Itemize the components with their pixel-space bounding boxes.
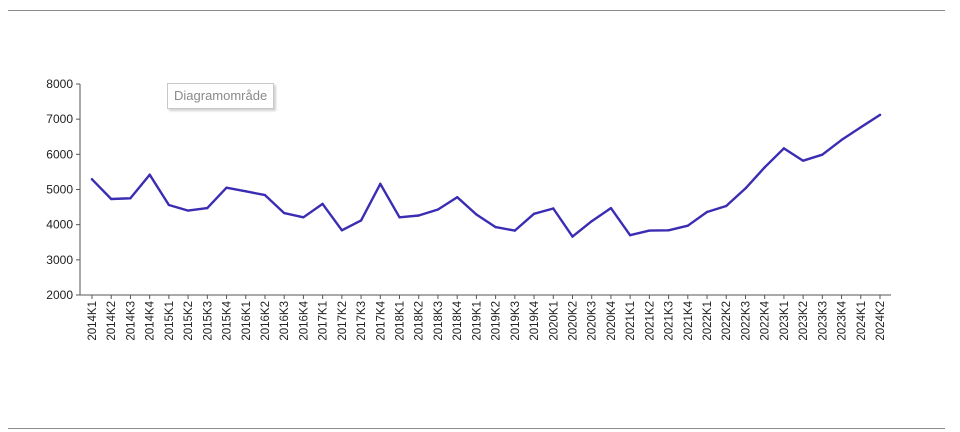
data-point [840, 138, 843, 142]
x-tick-label: 2017K1 [318, 301, 330, 341]
data-point [609, 206, 613, 210]
data-point [552, 207, 555, 210]
data-point [513, 229, 517, 232]
x-tick-label: 2022K2 [721, 301, 733, 341]
data-point [686, 224, 690, 227]
data-point [417, 214, 420, 217]
data-point [244, 190, 247, 193]
x-tick-label: 2016K4 [298, 300, 310, 340]
data-point [590, 219, 593, 223]
x-tick-label: 2023K1 [779, 301, 791, 341]
data-point [801, 159, 805, 162]
data-point [763, 166, 766, 169]
x-tick-label: 2020K1 [548, 301, 560, 341]
data-point [628, 234, 632, 237]
x-tick-label: 2019K3 [510, 301, 522, 341]
x-axis: 2014K1 2014K2 2014K3 2014K4 2015K1 2015K2 2015… [80, 294, 891, 341]
data-point [129, 197, 132, 200]
x-tick-label: 2017K3 [356, 301, 368, 341]
x-tick-label: 2023K2 [798, 301, 810, 341]
data-point [744, 187, 747, 190]
x-tick-label: 2020K2 [567, 301, 579, 341]
data-point [455, 196, 459, 199]
data-point [571, 235, 574, 238]
data-point [206, 206, 209, 210]
y-tick-label: 2000 [46, 288, 73, 302]
y-tick-label: 3000 [46, 253, 73, 267]
data-point [648, 229, 651, 232]
bottom-divider [8, 428, 945, 429]
x-tick-label: 2020K4 [606, 300, 618, 340]
data-point [340, 229, 344, 232]
x-tick-label: 2016K2 [260, 301, 272, 341]
x-tick-label: 2021K2 [644, 301, 656, 341]
y-tick-label: 4000 [46, 218, 73, 232]
data-point [282, 211, 286, 215]
x-tick-label: 2021K1 [625, 301, 637, 341]
data-point [263, 193, 267, 197]
data-point [302, 216, 305, 219]
data-point [148, 173, 151, 176]
x-tick-label: 2021K3 [664, 301, 676, 341]
x-tick-label: 2019K2 [491, 301, 503, 341]
data-point [782, 147, 786, 150]
x-tick-label: 2018K4 [452, 300, 464, 340]
y-tick-label: 6000 [46, 147, 73, 161]
x-tick-label: 2015K1 [164, 301, 176, 341]
data-point [90, 178, 94, 181]
x-tick-label: 2014K3 [125, 301, 137, 341]
y-tick-label: 8000 [46, 77, 73, 91]
x-tick-label: 2015K4 [222, 300, 234, 340]
x-tick-label: 2018K1 [395, 301, 407, 341]
series-line [90, 113, 882, 238]
data-point [821, 153, 824, 156]
x-tick-label: 2019K4 [529, 300, 541, 340]
x-tick-label: 2015K2 [183, 301, 195, 341]
x-tick-label: 2023K4 [837, 300, 849, 340]
x-tick-label: 2022K3 [740, 301, 752, 341]
x-tick-label: 2014K2 [106, 301, 118, 341]
data-point [705, 210, 709, 214]
x-tick-label: 2023K3 [817, 301, 829, 341]
data-point [379, 182, 382, 186]
data-point [110, 197, 113, 201]
x-tick-label: 2014K4 [145, 300, 157, 340]
top-divider [8, 10, 945, 11]
data-point [321, 202, 324, 206]
series [90, 113, 882, 238]
data-point [186, 209, 190, 212]
x-tick-label: 2020K3 [587, 301, 599, 341]
x-tick-label: 2016K1 [241, 301, 253, 341]
data-point [225, 186, 228, 189]
data-point [436, 208, 440, 211]
x-tick-label: 2024K2 [875, 301, 887, 341]
y-axis: 2000 3000 4000 5000 6000 7000 8000 [46, 77, 81, 302]
x-tick-label: 2016K3 [279, 301, 291, 341]
data-point [167, 203, 171, 207]
data-point [494, 225, 497, 229]
x-tick-label: 2022K1 [702, 301, 714, 341]
x-tick-label: 2018K3 [433, 301, 445, 341]
x-tick-label: 2019K1 [471, 301, 483, 341]
data-point [359, 219, 363, 222]
x-tick-label: 2017K4 [375, 300, 387, 340]
data-point [725, 204, 728, 208]
data-point [667, 229, 670, 232]
chart-area-tooltip: Diagramområde [167, 83, 275, 109]
x-tick-label: 2014K1 [87, 301, 99, 341]
x-tick-label: 2017K2 [337, 301, 349, 341]
data-point [532, 212, 536, 215]
data-point [398, 216, 401, 219]
x-tick-label: 2022K4 [760, 300, 772, 340]
y-tick-label: 5000 [46, 183, 73, 197]
x-tick-label: 2015K3 [202, 301, 214, 341]
x-tick-label: 2024K1 [856, 301, 868, 341]
x-tick-label: 2021K4 [683, 300, 695, 340]
y-tick-label: 7000 [46, 112, 73, 126]
data-point [878, 113, 882, 117]
x-tick-label: 2018K2 [414, 301, 426, 341]
data-point [859, 126, 862, 129]
data-point [475, 213, 478, 216]
